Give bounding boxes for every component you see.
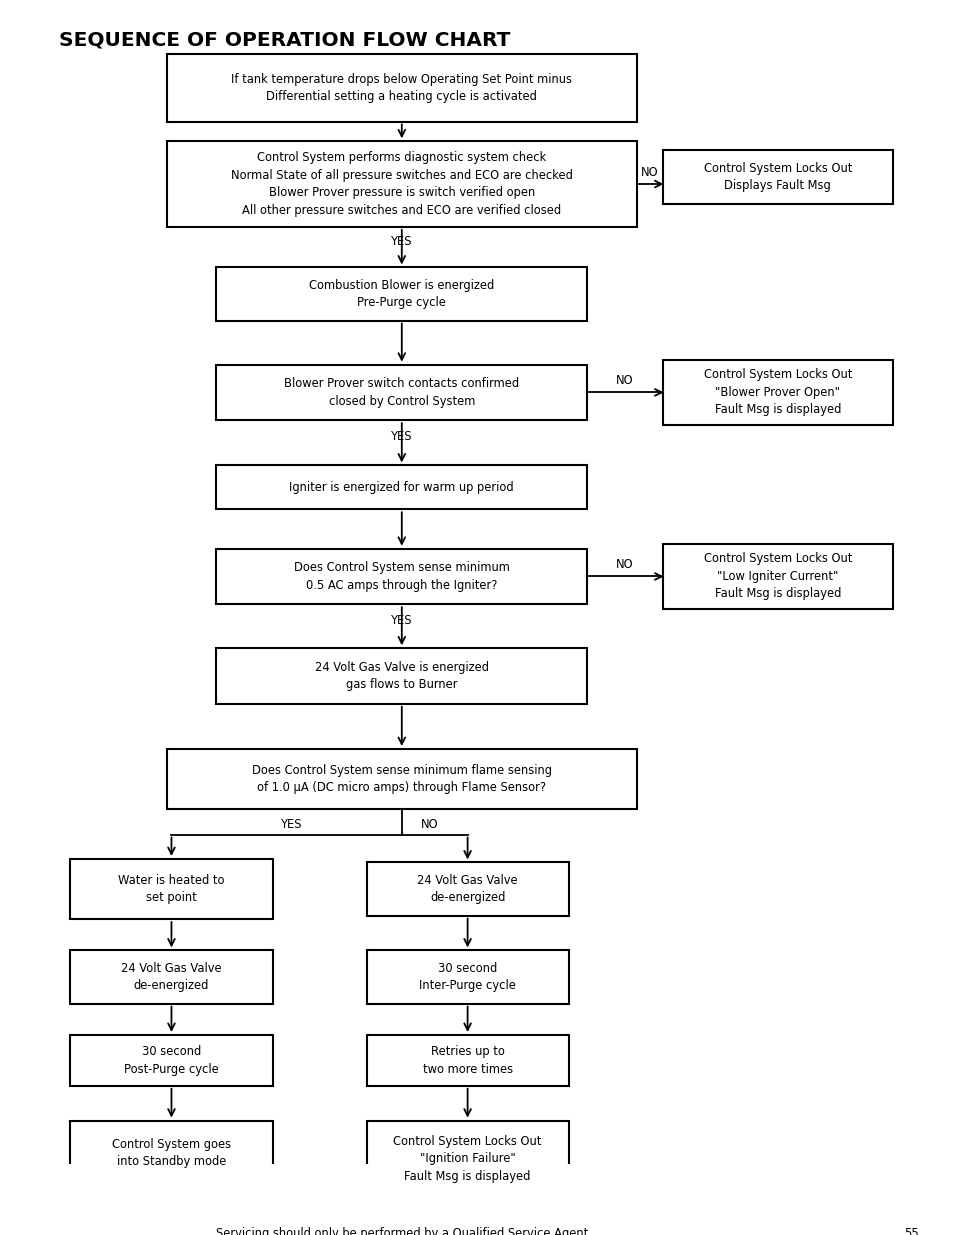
Text: YES: YES	[391, 431, 412, 443]
Text: NO: NO	[616, 558, 633, 572]
Text: Retries up to
two more times: Retries up to two more times	[422, 1045, 512, 1076]
Bar	[167, 748, 637, 809]
Bar	[216, 364, 587, 420]
Text: 24 Volt Gas Valve
de-energized: 24 Volt Gas Valve de-energized	[121, 962, 221, 992]
Text: YES: YES	[391, 614, 412, 627]
Text: 24 Volt Gas Valve is energized
gas flows to Burner: 24 Volt Gas Valve is energized gas flows…	[314, 661, 488, 692]
Text: 30 second
Inter-Purge cycle: 30 second Inter-Purge cycle	[418, 962, 516, 992]
Bar	[366, 1120, 568, 1197]
Text: Does Control System sense minimum flame sensing
of 1.0 μA (DC micro amps) throug: Does Control System sense minimum flame …	[252, 763, 551, 794]
Text: 24 Volt Gas Valve
de-energized: 24 Volt Gas Valve de-energized	[416, 873, 517, 904]
Text: NO: NO	[616, 374, 633, 388]
Bar	[71, 1035, 273, 1086]
Bar	[216, 268, 587, 321]
Text: Control System Locks Out
"Low Igniter Current"
Fault Msg is displayed: Control System Locks Out "Low Igniter Cu…	[703, 552, 851, 600]
Text: NO: NO	[640, 165, 658, 179]
Bar	[366, 951, 568, 1004]
Text: 55: 55	[903, 1228, 918, 1235]
Bar	[216, 648, 587, 704]
Bar	[71, 1120, 273, 1186]
Bar	[167, 141, 637, 227]
Text: Control System goes
into Standby mode: Control System goes into Standby mode	[112, 1137, 231, 1168]
Bar	[71, 858, 273, 919]
Bar	[71, 951, 273, 1004]
Text: SEQUENCE OF OPERATION FLOW CHART: SEQUENCE OF OPERATION FLOW CHART	[58, 30, 510, 49]
Bar	[167, 54, 637, 121]
Bar	[366, 862, 568, 915]
Text: Blower Prover switch contacts confirmed
closed by Control System: Blower Prover switch contacts confirmed …	[284, 377, 518, 408]
Bar	[366, 1035, 568, 1086]
Text: Control System Locks Out
Displays Fault Msg: Control System Locks Out Displays Fault …	[703, 162, 851, 193]
Bar	[216, 548, 587, 604]
Bar	[662, 545, 892, 609]
Bar	[216, 466, 587, 509]
Text: Water is heated to
set point: Water is heated to set point	[118, 873, 225, 904]
Text: Control System Locks Out
"Ignition Failure"
Fault Msg is displayed: Control System Locks Out "Ignition Failu…	[393, 1135, 541, 1183]
Text: Combustion Blower is energized
Pre-Purge cycle: Combustion Blower is energized Pre-Purge…	[309, 279, 494, 309]
Bar	[662, 151, 892, 204]
Text: Control System Locks Out
"Blower Prover Open"
Fault Msg is displayed: Control System Locks Out "Blower Prover …	[703, 368, 851, 416]
Text: YES: YES	[280, 818, 302, 831]
Text: Control System performs diagnostic system check
Normal State of all pressure swi: Control System performs diagnostic syste…	[231, 152, 572, 217]
Text: 30 second
Post-Purge cycle: 30 second Post-Purge cycle	[124, 1045, 218, 1076]
Bar	[662, 359, 892, 425]
Text: NO: NO	[420, 818, 438, 831]
Text: Does Control System sense minimum
0.5 AC amps through the Igniter?: Does Control System sense minimum 0.5 AC…	[294, 561, 509, 592]
Text: Igniter is energized for warm up period: Igniter is energized for warm up period	[289, 480, 514, 494]
Text: Servicing should only be performed by a Qualified Service Agent: Servicing should only be performed by a …	[215, 1228, 587, 1235]
Text: If tank temperature drops below Operating Set Point minus
Differential setting a: If tank temperature drops below Operatin…	[231, 73, 572, 104]
Text: YES: YES	[391, 235, 412, 248]
